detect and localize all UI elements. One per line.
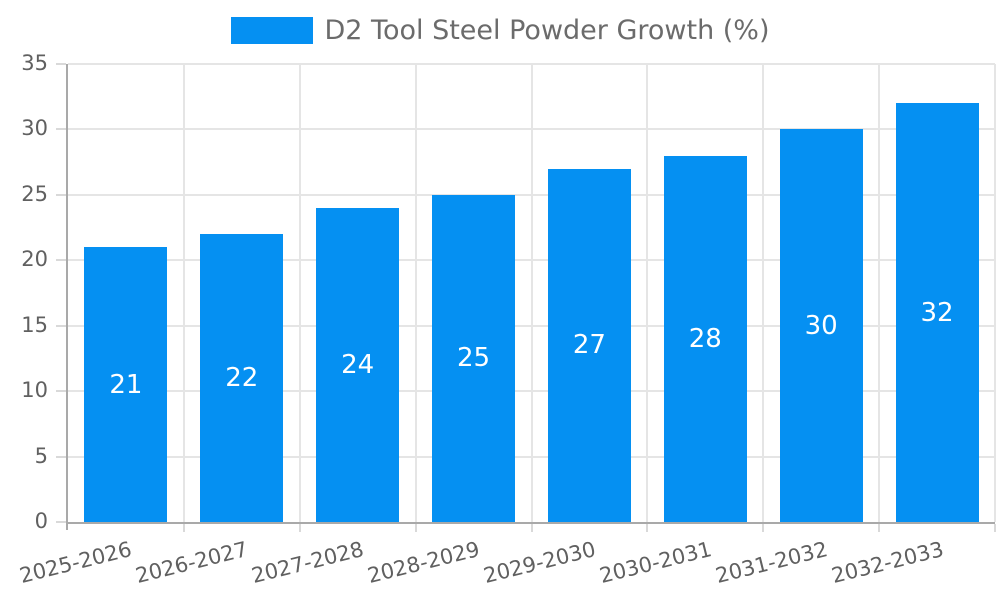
x-gridline bbox=[994, 64, 996, 522]
y-tick-label: 15 bbox=[21, 312, 48, 337]
y-tick-mark bbox=[56, 193, 66, 196]
bar bbox=[316, 207, 400, 522]
x-axis-line bbox=[68, 522, 995, 524]
bar bbox=[895, 103, 979, 522]
legend: D2 Tool Steel Powder Growth (%) bbox=[0, 15, 1000, 46]
bar-value-label: 27 bbox=[572, 330, 606, 361]
bar-value-label: 22 bbox=[225, 363, 259, 394]
y-tick-mark bbox=[56, 128, 66, 131]
bar bbox=[200, 234, 284, 522]
bar-value-label: 21 bbox=[109, 369, 143, 400]
plot-area: 0 5 10 15 20 25 30 35 21 22 24 25 27 28 30 32 2025-2026 2… bbox=[18, 53, 996, 588]
bar bbox=[84, 247, 168, 522]
x-tick-mark bbox=[530, 524, 533, 532]
y-tick-mark bbox=[56, 390, 66, 393]
bar-value-label: 25 bbox=[457, 343, 491, 374]
y-tick-mark bbox=[56, 521, 66, 523]
bar-value-label: 24 bbox=[341, 349, 375, 380]
x-tick-label: 2026-2027 bbox=[133, 537, 251, 589]
y-tick-label: 20 bbox=[21, 247, 48, 272]
x-tick-mark bbox=[414, 524, 417, 532]
x-gridline bbox=[762, 64, 765, 522]
y-tick-label: 5 bbox=[34, 443, 48, 468]
bar-value-label: 30 bbox=[804, 310, 838, 341]
x-gridline bbox=[414, 64, 417, 522]
y-tick-label: 35 bbox=[21, 51, 48, 75]
x-tick-mark bbox=[878, 524, 881, 532]
y-tick-label: 0 bbox=[34, 509, 48, 533]
x-tick-mark bbox=[298, 524, 301, 532]
x-tick-label: 2025-2026 bbox=[17, 537, 135, 589]
y-tick-label: 10 bbox=[21, 378, 48, 403]
legend-label: D2 Tool Steel Powder Growth (%) bbox=[324, 15, 770, 46]
y-tick-label: 25 bbox=[21, 181, 48, 206]
bar bbox=[432, 194, 516, 522]
x-tick-mark bbox=[994, 524, 996, 532]
bar bbox=[547, 168, 631, 522]
y-tick-mark bbox=[56, 63, 66, 65]
x-gridline bbox=[182, 64, 185, 522]
x-tick-mark bbox=[762, 524, 765, 532]
x-tick-label: 2027-2028 bbox=[249, 537, 367, 589]
x-gridline bbox=[530, 64, 533, 522]
x-tick-mark bbox=[182, 524, 185, 532]
legend-swatch bbox=[230, 17, 313, 44]
x-gridline bbox=[878, 64, 881, 522]
bar bbox=[779, 129, 863, 522]
y-axis-line bbox=[66, 64, 68, 530]
x-tick-mark bbox=[646, 524, 649, 532]
bar bbox=[663, 155, 747, 522]
y-tick-label: 30 bbox=[21, 116, 48, 141]
x-tick-label: 2032-2033 bbox=[828, 537, 946, 589]
x-gridline bbox=[646, 64, 649, 522]
x-tick-label: 2028-2029 bbox=[365, 537, 483, 589]
y-tick-mark bbox=[56, 259, 66, 262]
y-tick-mark bbox=[56, 324, 66, 327]
bar-value-label: 32 bbox=[920, 297, 954, 328]
x-tick-label: 2031-2032 bbox=[712, 537, 830, 589]
x-gridline bbox=[298, 64, 301, 522]
x-tick-label: 2030-2031 bbox=[597, 537, 714, 589]
y-tick-mark bbox=[56, 455, 66, 458]
x-tick-label: 2029-2030 bbox=[481, 537, 599, 589]
bar-value-label: 28 bbox=[688, 323, 722, 354]
